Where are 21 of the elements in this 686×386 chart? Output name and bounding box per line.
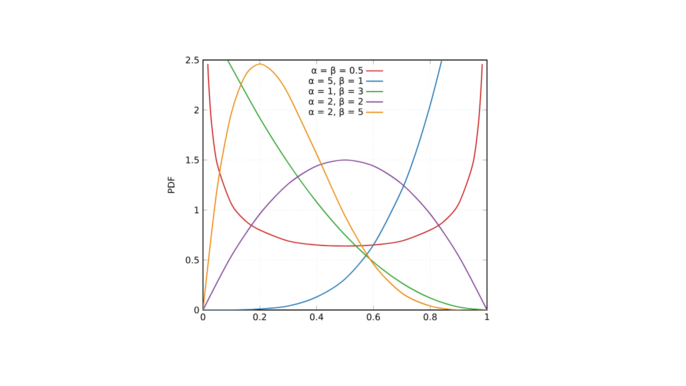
y-tick-label: 2 [194, 106, 199, 114]
line-series [207, 63, 483, 247]
legend-label: α = β = 0.5 [312, 66, 363, 76]
legend-label: α = 5, β = 1 [308, 77, 363, 86]
x-tick-label: 0.8 [424, 314, 437, 320]
legend-label: α = 2, β = 5 [308, 108, 363, 117]
line-series [203, 159, 488, 310]
x-tick-label: 0.6 [366, 314, 380, 320]
x-tick-label: 1 [485, 314, 490, 320]
y-tick-label: 1.5 [186, 156, 199, 164]
y-tick-label: 0 [194, 306, 199, 314]
x-tick-label: 0.2 [253, 314, 266, 320]
y-tick-label: 1 [194, 206, 199, 214]
line-series [203, 60, 442, 310]
x-tick-label: 0 [200, 314, 206, 320]
y-tick-label: 2.5 [186, 56, 199, 64]
legend-label: α = 1, β = 3 [308, 87, 363, 96]
legend-label: α = 2, β = 2 [308, 98, 363, 106]
x-tick-label: 0.4 [310, 314, 324, 320]
y-tick-label: 0.5 [186, 256, 199, 264]
y-axis-title: PDF [168, 176, 174, 193]
